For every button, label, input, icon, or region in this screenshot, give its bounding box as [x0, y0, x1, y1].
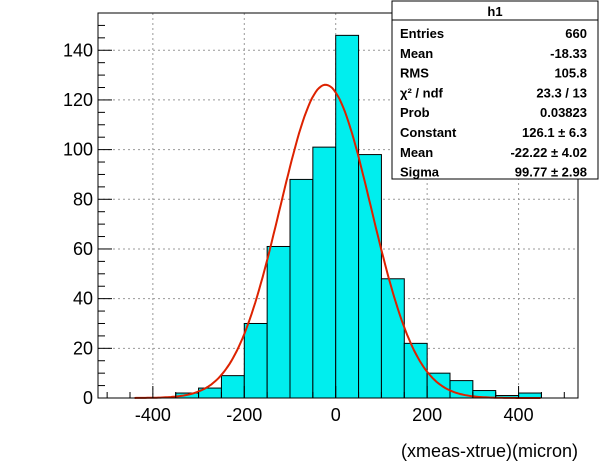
histogram-bar: [220, 375, 245, 399]
y-tick-label: 0: [83, 388, 93, 408]
stats-row-value: 0.03823: [540, 105, 587, 120]
histogram-bar: [358, 154, 382, 399]
stats-box: h1 Entries 660 Mean -18.33 RMS 105.8 χ² / ndf 23…: [391, 0, 599, 180]
stats-row-label: Mean: [400, 145, 433, 160]
stats-row-label: Constant: [400, 125, 457, 140]
stats-row-value: -18.33: [550, 46, 587, 61]
histogram-bar: [312, 146, 337, 399]
stats-row-value: 660: [565, 26, 587, 41]
histogram-bars: [175, 34, 542, 399]
histogram-bar: [335, 34, 360, 399]
stats-row-label: Entries: [400, 26, 444, 41]
stats-row-label: Mean: [400, 46, 433, 61]
histogram-bar: [266, 245, 291, 399]
y-tick-label: 100: [63, 140, 93, 160]
stats-row-label: Sigma: [400, 165, 440, 180]
x-tick-label: -400: [135, 405, 171, 425]
y-tick-label: 40: [73, 289, 93, 309]
x-tick-labels: -400 -200 0 200 400: [135, 405, 534, 425]
y-tick-label: 60: [73, 239, 93, 259]
stats-row-value: 99.77 ± 2.98: [515, 165, 587, 180]
axis-ticks: [98, 24, 565, 399]
x-tick-label: 400: [504, 405, 534, 425]
histogram-bar: [380, 278, 405, 399]
y-tick-label: 140: [63, 40, 93, 60]
stats-row-value: 105.8: [554, 66, 587, 81]
stats-row-value: -22.22 ± 4.02: [510, 145, 587, 160]
stats-row-value: 126.1 ± 6.3: [522, 125, 587, 140]
histogram-bar: [243, 322, 268, 399]
histogram-bar: [289, 178, 314, 399]
plot-frame: [97, 12, 579, 399]
x-tick-label: 0: [331, 405, 341, 425]
y-tick-label: 80: [73, 189, 93, 209]
y-tick-labels: 0 20 40 60 80 100 120 140: [63, 40, 93, 408]
stats-box-title: h1: [487, 4, 502, 19]
stats-row-label: RMS: [400, 66, 429, 81]
stats-row-label: χ² / ndf: [400, 85, 444, 100]
x-axis-label: (xmeas-xtrue)(micron): [401, 441, 578, 461]
stats-row-value: 23.3 / 13: [536, 85, 587, 100]
y-tick-label: 20: [73, 338, 93, 358]
x-tick-label: -200: [226, 405, 262, 425]
x-tick-label: 200: [412, 405, 442, 425]
stats-box-frame: [391, 0, 599, 180]
y-tick-label: 120: [63, 90, 93, 110]
stats-row-label: Prob: [400, 105, 430, 120]
